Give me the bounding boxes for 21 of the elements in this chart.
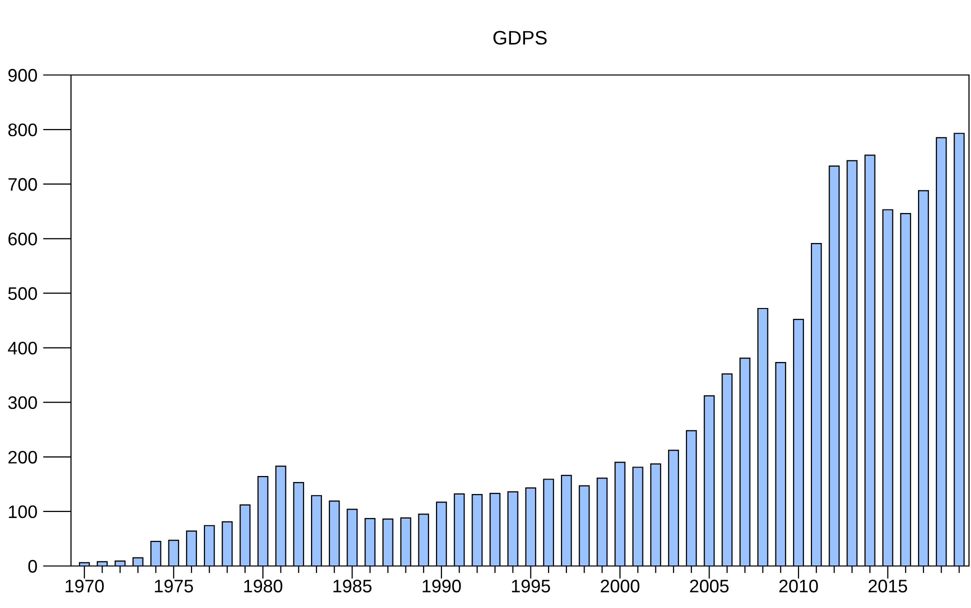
y-tick-label: 300 [8,396,37,410]
x-tick-label: 1990 [422,580,461,592]
y-tick-label: 800 [8,123,37,136]
x-tick-label: 2010 [779,580,818,592]
x-tick-label: 2015 [868,580,908,592]
x-tick-label: 2000 [600,580,640,592]
y-tick-label: 700 [8,178,37,191]
x-tick-label: 1970 [66,580,104,592]
y-tick-label: 200 [8,450,37,464]
x-tick-label: 1995 [512,580,550,592]
x-tick-label: 2005 [690,580,729,592]
x-tick-label: 1975 [154,580,193,592]
y-tick-label: 400 [8,342,37,354]
x-tick-label: 1980 [244,580,282,592]
y-tick-label: 100 [8,505,37,518]
y-tick-label: 600 [8,232,37,246]
y-tick-label: 900 [8,68,37,82]
y-tick-label: 500 [8,287,37,300]
y-tick-label: 0 [28,560,37,573]
chart-title: GDPS [493,30,547,45]
x-tick-label: 1985 [333,580,372,592]
